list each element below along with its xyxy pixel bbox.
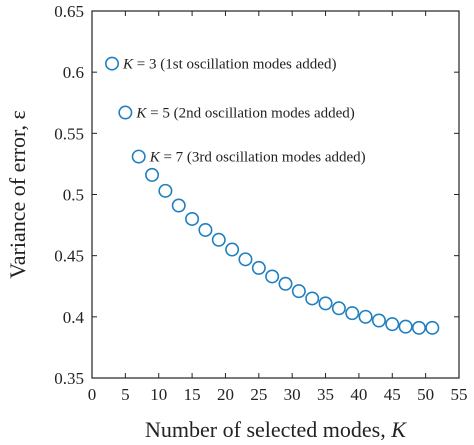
data-point [171,198,186,213]
data-point [371,313,386,328]
data-points [105,56,440,335]
y-tick-label: 0.5 [63,186,84,205]
x-tick-label: 40 [350,385,367,404]
x-tick-label: 5 [121,385,130,404]
x-axis-title-text: Number of selected modes, [145,417,391,442]
data-point [358,309,373,324]
data-point [211,232,226,247]
data-point [398,319,413,334]
data-point [238,252,253,267]
data-point [131,149,146,164]
data-point [251,260,266,275]
y-tick-label: 0.35 [54,369,84,388]
x-axis-title: Number of selected modes, K [145,417,407,442]
annotation-variable: K [122,57,134,73]
y-tick-label: 0.6 [63,63,84,82]
x-tick-label: 45 [384,385,401,404]
annotation-variable: K [149,150,161,166]
data-point [345,306,360,321]
annotation-variable: K [135,106,147,122]
x-tick-label: 15 [184,385,201,404]
data-point [425,320,440,335]
y-tick-label: 0.55 [54,124,84,143]
data-point [318,296,333,311]
data-point [411,320,426,335]
x-tick-label: 10 [150,385,167,404]
data-point [158,183,173,198]
annotation-label: K = 7 (3rd oscillation modes added) [149,150,366,166]
data-point [331,301,346,316]
data-point [198,222,213,237]
x-tick-label: 0 [88,385,97,404]
x-tick-label: 25 [250,385,267,404]
x-axis-title-variable: K [390,417,407,442]
y-tick-label: 0.65 [54,2,84,21]
data-point [385,317,400,332]
data-point [265,269,280,284]
data-point [291,284,306,299]
data-point [305,291,320,306]
x-tick-label: 20 [217,385,234,404]
annotation-label: K = 5 (2nd oscillation modes added) [135,106,354,122]
y-tick-label: 0.45 [54,247,84,266]
x-tick-label: 30 [284,385,301,404]
annotation-text: = 7 (3rd oscillation modes added) [160,150,366,166]
annotation-label: K = 3 (1st oscillation modes added) [122,57,336,73]
data-point [225,242,240,257]
x-tick-label: 55 [451,385,468,404]
annotations: K = 3 (1st oscillation modes added)K = 5… [122,57,366,166]
annotation-text: = 5 (2nd oscillation modes added) [146,106,354,122]
y-axis-title: Variance of error, ε [5,110,30,278]
annotation-text: = 3 (1st oscillation modes added) [133,57,336,73]
y-tick-label: 0.4 [63,308,85,327]
data-point [145,167,160,182]
data-point [185,211,200,226]
x-tick-labels: 0 5 10 15 20 25 30 35 40 45 50 55 [88,385,468,404]
x-tick-label: 35 [317,385,334,404]
x-tick-label: 50 [417,385,434,404]
y-tick-labels: 0.35 0.4 0.45 0.5 0.55 0.6 0.65 [54,2,84,388]
data-point [105,56,120,71]
data-point [118,105,133,120]
axis-ticks [91,10,460,379]
data-point [278,276,293,291]
